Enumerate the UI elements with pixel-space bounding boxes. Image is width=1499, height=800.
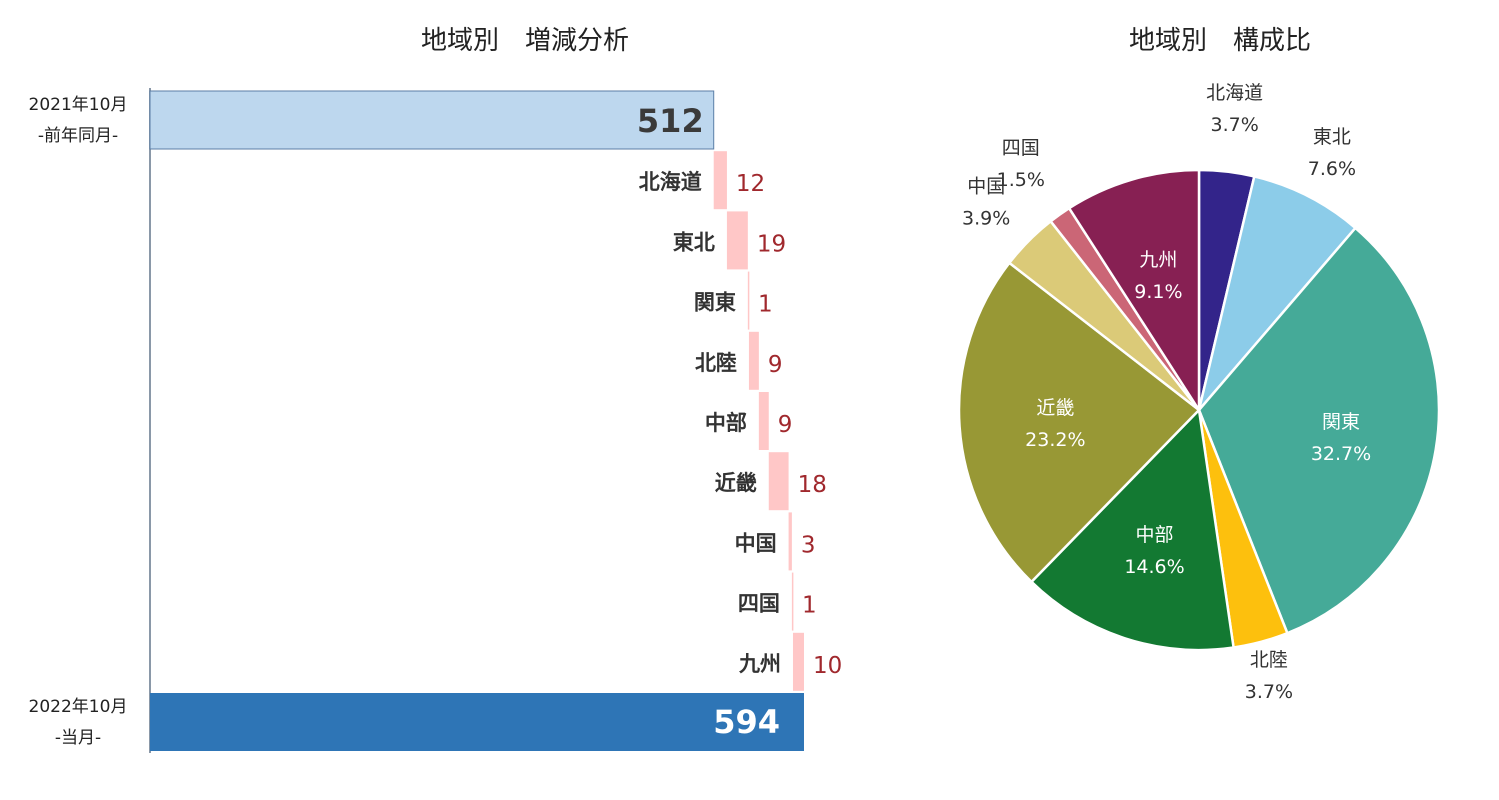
pie-label-value-8: 1.5% [997, 169, 1045, 191]
pie-title: 地域別 構成比 [1128, 26, 1311, 56]
pie-label-name-8: 四国 [1002, 137, 1040, 159]
pie-label-value-7: 3.9% [962, 208, 1010, 230]
category-label-9: 九州 [738, 652, 781, 676]
start-total-value: 512 [637, 102, 704, 140]
pie-slice-6 [957, 261, 1201, 584]
delta-bar-1 [713, 151, 727, 210]
pie-label-value-2: 7.6% [1308, 158, 1356, 180]
delta-value-4: 9 [768, 352, 783, 378]
delta-value-9: 10 [813, 653, 842, 679]
category-label-3: 関東 [694, 291, 736, 315]
delta-value-7: 3 [801, 532, 816, 558]
delta-bar-3 [747, 271, 750, 330]
category-label-4: 北陸 [695, 351, 737, 375]
pie-label-value-4: 3.7% [1245, 681, 1293, 703]
category-label-2: 東北 [673, 230, 715, 254]
pie-label-value-9: 9.1% [1134, 281, 1182, 303]
delta-bar-6 [768, 452, 789, 511]
pie-label-name-5: 中部 [1135, 524, 1173, 546]
end-period-label: 2022年10月 [29, 697, 128, 717]
delta-bar-2 [726, 211, 748, 270]
pie-slice-3 [1197, 226, 1441, 635]
pie-chart: 北海道 3.7% 東北 7.6% 関東 32.7% 北陸 3.7% 中部 14.6% 近畿 23.2%… [957, 82, 1441, 703]
pie-label-value-5: 14.6% [1124, 556, 1184, 578]
pie-label-name-3: 関東 [1322, 411, 1360, 433]
delta-bar-8 [791, 572, 794, 631]
delta-value-6: 18 [798, 472, 827, 498]
category-label-5: 中部 [705, 411, 747, 435]
pie-slice-5 [1029, 407, 1235, 652]
start-period-sublabel: -前年同月- [38, 126, 118, 146]
pie-slice-9 [1067, 168, 1201, 415]
end-total-value: 594 [713, 703, 780, 741]
delta-bar-7 [788, 512, 792, 571]
pie-label-value-6: 23.2% [1025, 429, 1085, 451]
pie-label-name-7: 中国 [967, 176, 1005, 198]
category-label-1: 北海道 [639, 170, 702, 194]
pie-label-name-1: 北海道 [1206, 82, 1263, 104]
pie-slice-2 [1197, 174, 1358, 411]
waterfall-chart: 2021年10月 -前年同月- 2022年10月 -当月- 512 北海道 12 東北… [29, 88, 842, 753]
category-label-8: 四国 [738, 592, 780, 616]
delta-value-2: 19 [757, 231, 786, 257]
delta-bar-9 [792, 632, 804, 691]
pie-label-name-6: 近畿 [1036, 397, 1074, 419]
delta-value-8: 1 [802, 593, 817, 619]
category-label-7: 中国 [735, 531, 777, 555]
delta-bar-5 [758, 392, 769, 450]
pie-label-value-1: 3.7% [1210, 114, 1258, 136]
waterfall-title: 地域別 増減分析 [420, 26, 629, 56]
start-total-bar [149, 90, 715, 150]
delta-value-1: 12 [736, 171, 765, 197]
delta-value-3: 1 [758, 292, 773, 318]
pie-label-name-2: 東北 [1313, 126, 1351, 148]
pie-label-name-9: 九州 [1139, 249, 1177, 271]
pie-label-value-3: 32.7% [1311, 443, 1371, 465]
delta-bar-4 [748, 331, 759, 390]
end-total-bar [150, 693, 804, 751]
delta-value-5: 9 [778, 412, 793, 438]
category-label-6: 近畿 [715, 471, 757, 495]
pie-label-name-4: 北陸 [1250, 649, 1288, 671]
end-period-sublabel: -当月- [55, 728, 101, 748]
start-period-label: 2021年10月 [29, 95, 128, 115]
